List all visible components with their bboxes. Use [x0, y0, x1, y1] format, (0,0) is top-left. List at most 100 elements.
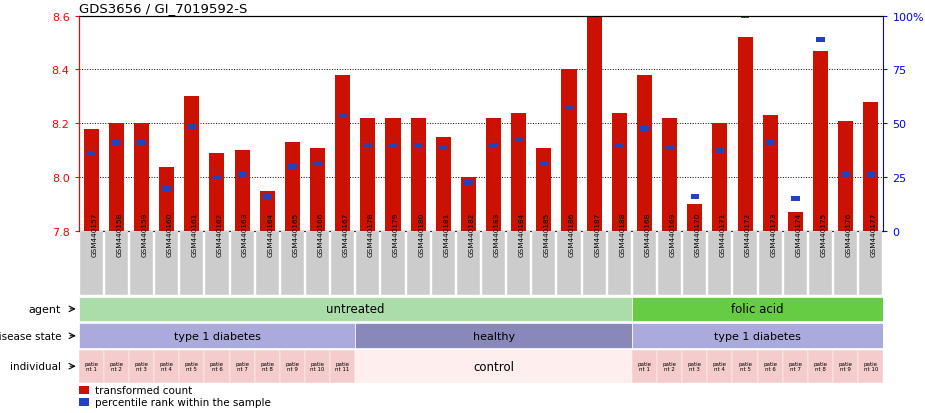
Bar: [464, 181, 473, 186]
Bar: [486, 119, 501, 232]
Bar: [762, 116, 778, 232]
Bar: [514, 138, 523, 142]
Bar: [180, 232, 204, 296]
Bar: [230, 232, 253, 296]
Bar: [640, 127, 648, 132]
Bar: [758, 350, 783, 382]
Text: patie
nt 3: patie nt 3: [688, 361, 702, 372]
Text: transformed count: transformed count: [94, 385, 192, 395]
Bar: [457, 232, 480, 296]
Bar: [255, 232, 278, 296]
Bar: [238, 173, 246, 178]
Text: GSM440182: GSM440182: [468, 212, 475, 256]
Text: healthy: healthy: [473, 331, 514, 341]
Bar: [83, 130, 99, 232]
Text: patie
nt 8: patie nt 8: [260, 361, 274, 372]
Bar: [532, 232, 555, 296]
Text: GSM440184: GSM440184: [519, 212, 524, 256]
Bar: [339, 114, 347, 119]
Bar: [813, 52, 828, 232]
Bar: [691, 194, 699, 199]
Bar: [590, 1, 598, 5]
Bar: [137, 140, 145, 145]
Text: folic acid: folic acid: [732, 303, 784, 316]
Bar: [263, 194, 271, 199]
Bar: [665, 146, 673, 151]
Text: GSM440172: GSM440172: [745, 212, 751, 256]
Text: patie
nt 6: patie nt 6: [210, 361, 224, 372]
Text: GSM440171: GSM440171: [720, 212, 726, 256]
Text: patie
nt 4: patie nt 4: [160, 361, 174, 372]
Bar: [539, 162, 548, 167]
Bar: [305, 350, 330, 382]
Bar: [289, 165, 297, 170]
Bar: [657, 350, 683, 382]
Bar: [386, 119, 401, 232]
Bar: [79, 324, 355, 348]
Bar: [155, 232, 179, 296]
Bar: [788, 213, 803, 232]
Bar: [758, 232, 782, 296]
Bar: [482, 232, 505, 296]
Bar: [662, 119, 677, 232]
Text: patie
nt 11: patie nt 11: [336, 361, 350, 372]
Bar: [708, 350, 733, 382]
Bar: [154, 350, 179, 382]
Bar: [741, 14, 749, 19]
Text: patie
nt 9: patie nt 9: [839, 361, 853, 372]
Text: GSM440181: GSM440181: [443, 212, 450, 256]
Bar: [436, 138, 450, 232]
Bar: [833, 350, 858, 382]
Bar: [733, 350, 758, 382]
Bar: [360, 119, 376, 232]
Bar: [683, 350, 708, 382]
Bar: [842, 173, 850, 178]
Bar: [285, 143, 300, 232]
Bar: [615, 143, 623, 148]
Bar: [260, 191, 275, 232]
Bar: [766, 140, 774, 145]
Bar: [611, 113, 627, 232]
Bar: [637, 76, 652, 232]
Text: GSM440170: GSM440170: [695, 212, 701, 256]
Text: patie
nt 5: patie nt 5: [185, 361, 199, 372]
Text: GSM440180: GSM440180: [418, 212, 425, 256]
Bar: [867, 173, 875, 178]
Bar: [716, 149, 724, 153]
Text: GSM440165: GSM440165: [292, 212, 299, 256]
Bar: [355, 324, 632, 348]
Bar: [184, 97, 200, 232]
Text: GSM440169: GSM440169: [670, 212, 675, 256]
Bar: [809, 232, 832, 296]
Bar: [355, 350, 632, 382]
Bar: [561, 70, 576, 232]
Text: GSM440157: GSM440157: [92, 212, 97, 256]
Text: GSM440168: GSM440168: [645, 212, 650, 256]
Bar: [356, 232, 379, 296]
Text: GSM440163: GSM440163: [242, 212, 248, 256]
Bar: [734, 232, 757, 296]
Bar: [204, 350, 229, 382]
Text: type 1 diabetes: type 1 diabetes: [174, 331, 260, 341]
Text: GSM440167: GSM440167: [342, 212, 349, 256]
Bar: [388, 143, 397, 148]
Bar: [254, 350, 279, 382]
Bar: [783, 350, 808, 382]
Text: GSM440188: GSM440188: [620, 212, 625, 256]
Text: patie
nt 1: patie nt 1: [637, 361, 651, 372]
Bar: [791, 197, 799, 202]
Bar: [684, 232, 707, 296]
Text: GSM440164: GSM440164: [267, 212, 273, 256]
Text: untreated: untreated: [326, 303, 385, 316]
Bar: [536, 148, 551, 232]
Text: patie
nt 9: patie nt 9: [286, 361, 300, 372]
Text: disease state: disease state: [0, 331, 61, 341]
Bar: [407, 232, 430, 296]
Text: GSM440166: GSM440166: [317, 212, 324, 256]
Bar: [512, 113, 526, 232]
Text: GSM440187: GSM440187: [594, 212, 600, 256]
Bar: [712, 124, 727, 232]
Bar: [489, 143, 498, 148]
Bar: [583, 232, 606, 296]
Bar: [432, 232, 455, 296]
